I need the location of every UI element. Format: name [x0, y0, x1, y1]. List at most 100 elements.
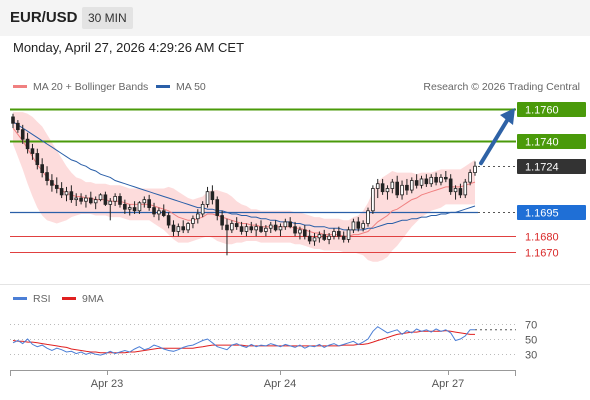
candle	[322, 229, 327, 241]
candle-body-down	[25, 138, 30, 150]
candle	[298, 226, 302, 240]
candle-body-up	[346, 229, 351, 240]
candle-body-down	[249, 226, 254, 231]
candle-body-down	[215, 199, 220, 216]
candle-body-down	[210, 191, 215, 201]
candle-body-up	[84, 197, 88, 202]
forecast-arrow-head	[500, 107, 515, 125]
candle	[405, 178, 409, 195]
candle-body-up	[332, 231, 336, 237]
candle	[89, 191, 93, 205]
candle-body-up	[98, 194, 103, 201]
timeframe-badge[interactable]: 30 MIN	[82, 7, 133, 29]
candle-body-up	[142, 199, 147, 204]
forecast-arrow	[479, 107, 515, 166]
rsi-legend-swatch	[13, 297, 27, 300]
candle-body-down	[50, 180, 54, 186]
candle	[186, 221, 190, 234]
candle-body-up	[298, 229, 302, 234]
candle-body-up	[74, 197, 79, 201]
candle-body-up	[157, 210, 161, 215]
candle-body-up	[361, 223, 365, 229]
candle-body-down	[35, 153, 40, 166]
candle	[69, 185, 74, 203]
rsi-legend-label: RSI	[33, 293, 51, 305]
candle	[205, 186, 210, 208]
candle-body-down	[380, 183, 385, 193]
candle	[283, 218, 288, 230]
candle-body-up	[371, 188, 375, 212]
candle-body-up	[390, 181, 395, 189]
candle-body-down	[458, 188, 463, 196]
candle	[16, 120, 20, 133]
candle	[50, 174, 54, 192]
candle-body-down	[161, 210, 166, 216]
candle	[361, 220, 365, 232]
candle-body-up	[268, 224, 273, 229]
candle	[30, 143, 35, 160]
candle	[108, 198, 113, 221]
candle-body-down	[307, 235, 312, 242]
chart-header: EUR/USD 30 MIN	[0, 0, 590, 36]
candle-body-up	[385, 188, 390, 193]
ma20-legend-swatch	[13, 85, 27, 88]
candle-body-down	[337, 231, 341, 237]
candle-body-down	[424, 178, 429, 185]
candle	[25, 132, 30, 154]
candle	[351, 218, 356, 234]
ma9-legend-swatch	[62, 297, 76, 300]
candle-body-down	[54, 184, 59, 189]
candle	[93, 196, 98, 210]
candle-body-up	[176, 226, 181, 232]
candle	[157, 207, 161, 221]
candle-body-up	[195, 213, 200, 220]
candle	[371, 185, 375, 214]
candle	[463, 178, 468, 199]
candle	[142, 196, 147, 208]
candle	[152, 202, 156, 218]
candle-body-up	[327, 235, 331, 240]
ma50-legend-label: MA 50	[176, 81, 206, 93]
candle	[458, 183, 463, 199]
candle-body-up	[468, 172, 472, 183]
rsi-tick-70: 70	[525, 320, 537, 332]
candle-body-up	[351, 221, 356, 231]
candle	[244, 223, 249, 237]
candle	[249, 221, 254, 234]
candle	[473, 161, 477, 176]
candle	[176, 223, 181, 237]
candle	[327, 233, 331, 245]
candle	[341, 231, 346, 243]
candle	[11, 113, 15, 129]
candle-body-up	[419, 178, 424, 186]
candle-body-down	[11, 116, 15, 124]
candle	[414, 174, 419, 189]
ma50-line	[12, 121, 476, 231]
candle	[45, 166, 49, 186]
candle	[312, 233, 317, 246]
candle	[234, 217, 239, 230]
candle-body-up	[254, 226, 258, 231]
candle	[259, 220, 263, 234]
candle	[118, 193, 122, 208]
candle	[35, 148, 40, 170]
candle-body-up	[113, 196, 117, 202]
candle	[424, 174, 429, 187]
candle	[98, 193, 103, 202]
candle	[468, 169, 472, 186]
level-labels: 1.1760 1.1740 1.1724 1.1695 1.1680 1.1670	[517, 102, 586, 260]
candle-body-down	[152, 207, 156, 215]
candle-body-down	[103, 194, 108, 205]
candle	[127, 204, 132, 216]
candle-body-up	[108, 200, 113, 205]
candle-body-down	[239, 226, 244, 232]
candle-body-down	[405, 184, 409, 191]
candle-body-down	[171, 224, 176, 232]
candle-body-down	[234, 223, 239, 228]
candle-body-down	[434, 176, 438, 183]
rsi-panel: 70 50 30	[10, 320, 537, 362]
candle	[434, 172, 438, 186]
candles	[11, 113, 477, 256]
candle	[288, 217, 292, 229]
candle-body-up	[409, 180, 414, 191]
